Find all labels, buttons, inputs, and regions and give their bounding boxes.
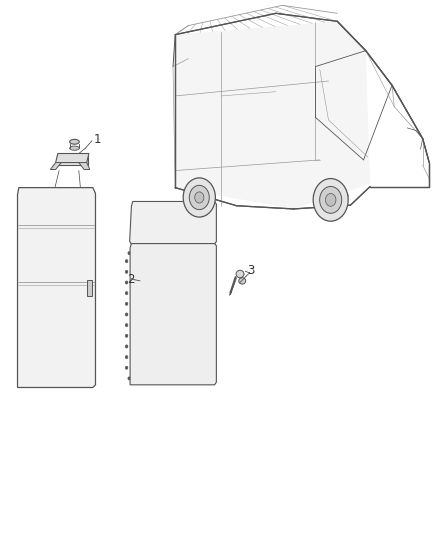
Circle shape [125, 260, 128, 263]
Circle shape [210, 252, 212, 255]
Circle shape [205, 236, 207, 239]
Circle shape [125, 366, 128, 369]
Polygon shape [175, 21, 370, 209]
Circle shape [170, 302, 172, 305]
Circle shape [125, 281, 128, 284]
Circle shape [214, 292, 216, 295]
Polygon shape [130, 201, 216, 244]
Circle shape [185, 252, 187, 255]
Polygon shape [230, 292, 231, 295]
Text: 3: 3 [247, 264, 255, 277]
Bar [57, 155, 88, 165]
Circle shape [183, 178, 215, 217]
Circle shape [180, 236, 183, 239]
Circle shape [189, 185, 209, 209]
Circle shape [214, 356, 216, 359]
Polygon shape [79, 163, 90, 169]
Circle shape [170, 252, 172, 255]
Circle shape [214, 366, 216, 369]
Circle shape [214, 302, 216, 305]
Circle shape [325, 193, 336, 206]
Circle shape [198, 252, 201, 255]
Circle shape [214, 260, 216, 263]
Circle shape [198, 377, 201, 380]
Circle shape [125, 356, 128, 359]
Circle shape [210, 377, 212, 380]
Circle shape [185, 377, 187, 380]
Circle shape [141, 236, 144, 239]
Circle shape [170, 377, 172, 380]
Circle shape [170, 329, 172, 332]
Circle shape [214, 324, 216, 327]
Circle shape [214, 270, 216, 273]
Circle shape [154, 223, 157, 227]
Circle shape [167, 223, 170, 227]
Circle shape [139, 377, 141, 380]
Ellipse shape [239, 278, 246, 284]
Circle shape [125, 302, 128, 305]
Circle shape [194, 223, 196, 227]
Circle shape [194, 236, 196, 239]
Circle shape [205, 223, 207, 227]
Circle shape [214, 313, 216, 316]
Circle shape [125, 334, 128, 337]
Bar [87, 280, 92, 296]
Polygon shape [130, 244, 216, 385]
Circle shape [180, 223, 183, 227]
Circle shape [125, 292, 128, 295]
Text: 2: 2 [127, 273, 134, 286]
Polygon shape [50, 163, 61, 169]
Circle shape [125, 313, 128, 316]
Circle shape [214, 334, 216, 337]
Circle shape [128, 252, 131, 255]
Circle shape [313, 179, 348, 221]
Circle shape [214, 281, 216, 284]
Circle shape [320, 187, 342, 213]
Circle shape [195, 192, 204, 203]
Circle shape [154, 252, 157, 255]
Circle shape [167, 236, 170, 239]
Circle shape [141, 223, 144, 227]
Circle shape [125, 345, 128, 348]
Circle shape [128, 377, 131, 380]
Circle shape [139, 252, 141, 255]
Ellipse shape [236, 270, 244, 278]
Text: 1: 1 [94, 133, 102, 146]
Circle shape [125, 270, 128, 273]
Ellipse shape [70, 146, 79, 150]
Ellipse shape [70, 140, 79, 144]
Circle shape [154, 377, 157, 380]
Circle shape [214, 345, 216, 348]
Polygon shape [56, 154, 89, 163]
Circle shape [154, 236, 157, 239]
Polygon shape [18, 188, 95, 387]
Circle shape [125, 324, 128, 327]
